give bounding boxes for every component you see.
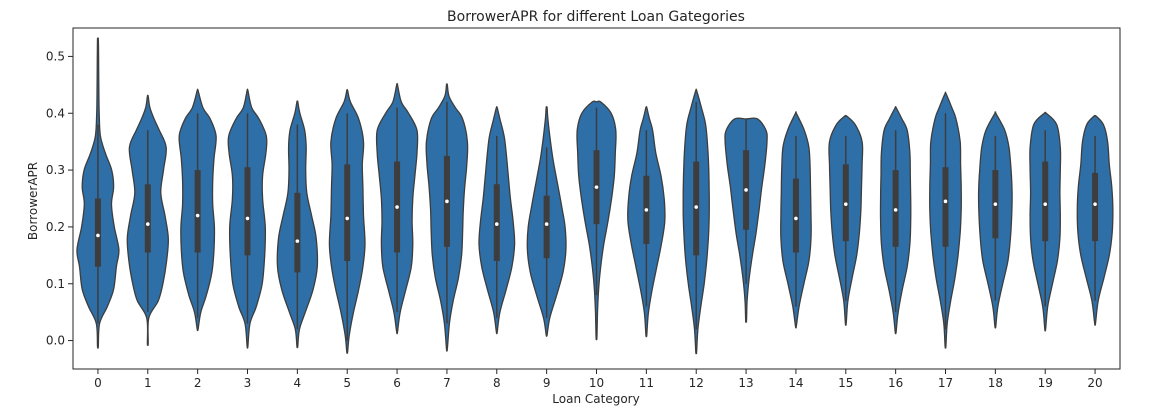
violin-iqr-box <box>294 192 301 273</box>
violin-median <box>494 222 499 226</box>
y-tick-label: 0.0 <box>46 334 65 348</box>
violin-iqr-box <box>194 170 201 253</box>
violin-median <box>993 202 998 206</box>
violin-20 <box>1076 114 1114 326</box>
violin-median <box>395 205 399 209</box>
x-tick-label: 20 <box>1087 376 1102 390</box>
y-tick-label: 0.3 <box>46 163 65 177</box>
violin-median <box>943 199 948 204</box>
violin-13 <box>724 117 768 323</box>
violin-11 <box>627 106 666 338</box>
violin-8 <box>478 106 516 335</box>
x-tick-label: 5 <box>343 376 351 390</box>
violin-12 <box>682 88 710 355</box>
y-axis: 0.0 0.1 0.2 0.3 0.4 0.5 <box>46 49 73 348</box>
x-tick-label: 13 <box>738 376 753 390</box>
violin-series <box>76 37 1114 355</box>
violin-iqr-box <box>942 167 949 247</box>
violin-median <box>245 216 250 221</box>
violin-14 <box>780 111 812 329</box>
x-tick-label: 12 <box>689 376 704 390</box>
x-tick-label: 7 <box>443 376 451 390</box>
violin-18 <box>977 111 1013 329</box>
violin-6 <box>375 82 419 335</box>
violin-median <box>295 239 300 243</box>
violin-median <box>544 222 549 226</box>
x-tick-label: 17 <box>938 376 953 390</box>
x-tick-label: 11 <box>639 376 654 390</box>
violin-16 <box>879 106 912 335</box>
violin-9 <box>526 106 567 337</box>
x-tick-label: 15 <box>838 376 853 390</box>
x-tick-label: 19 <box>1038 376 1053 390</box>
x-tick-label: 2 <box>194 376 202 390</box>
plot-frame <box>72 27 1121 370</box>
violin-10 <box>576 100 617 341</box>
violin-iqr-box <box>543 195 550 259</box>
x-tick-label: 14 <box>788 376 803 390</box>
x-tick-label: 3 <box>244 376 252 390</box>
violin-iqr-box <box>1042 161 1049 242</box>
violin-3 <box>227 88 268 349</box>
violin-median <box>644 208 649 212</box>
violin-median <box>445 199 449 204</box>
x-tick-label: 6 <box>393 376 401 390</box>
violin-median <box>345 216 350 221</box>
violin-0 <box>76 37 120 349</box>
violin-4 <box>276 100 319 349</box>
violin-iqr-box <box>344 164 351 262</box>
x-tick-label: 1 <box>144 376 152 390</box>
violin-17 <box>929 91 962 349</box>
violin-median <box>145 222 150 226</box>
violin-7 <box>425 83 469 352</box>
violin-median <box>1043 202 1048 206</box>
violin-iqr-box <box>94 198 101 267</box>
chart-title: BorrowerAPR for different Loan Gategorie… <box>447 9 745 25</box>
violin-median <box>794 216 798 221</box>
violin-median <box>893 208 898 212</box>
violin-iqr-box <box>1092 172 1099 242</box>
violin-19 <box>1029 111 1062 332</box>
violin-iqr-box <box>792 178 799 253</box>
violin-2 <box>178 88 217 332</box>
violin-5 <box>328 89 366 354</box>
violin-median <box>1093 202 1097 206</box>
violin-median <box>96 233 100 238</box>
violin-median <box>694 205 699 209</box>
x-tick-label: 9 <box>543 376 551 390</box>
x-tick-label: 16 <box>888 376 903 390</box>
violin-15 <box>828 114 864 326</box>
y-tick-label: 0.4 <box>46 106 65 120</box>
x-tick-label: 18 <box>988 376 1003 390</box>
violin-median <box>195 213 200 218</box>
x-tick-label: 0 <box>94 376 102 390</box>
x-tick-label: 4 <box>294 376 302 390</box>
x-axis: 0 1 2 3 4 5 6 7 8 9 10 11 12 13 14 15 16 17 18 19 20 <box>94 369 1103 390</box>
y-tick-label: 0.5 <box>46 49 65 63</box>
x-axis-label: Loan Category <box>552 392 639 406</box>
x-tick-label: 10 <box>589 376 604 390</box>
y-tick-label: 0.1 <box>46 277 65 291</box>
violin-iqr-box <box>244 167 251 256</box>
x-tick-label: 8 <box>493 376 501 390</box>
y-axis-label: BorrowerAPR <box>26 162 40 240</box>
violin-median <box>843 202 848 206</box>
y-tick-label: 0.2 <box>46 220 65 234</box>
violin-median <box>594 185 599 189</box>
violin-iqr-box <box>144 184 151 253</box>
violin-1 <box>126 94 169 346</box>
violin-median <box>744 188 748 192</box>
